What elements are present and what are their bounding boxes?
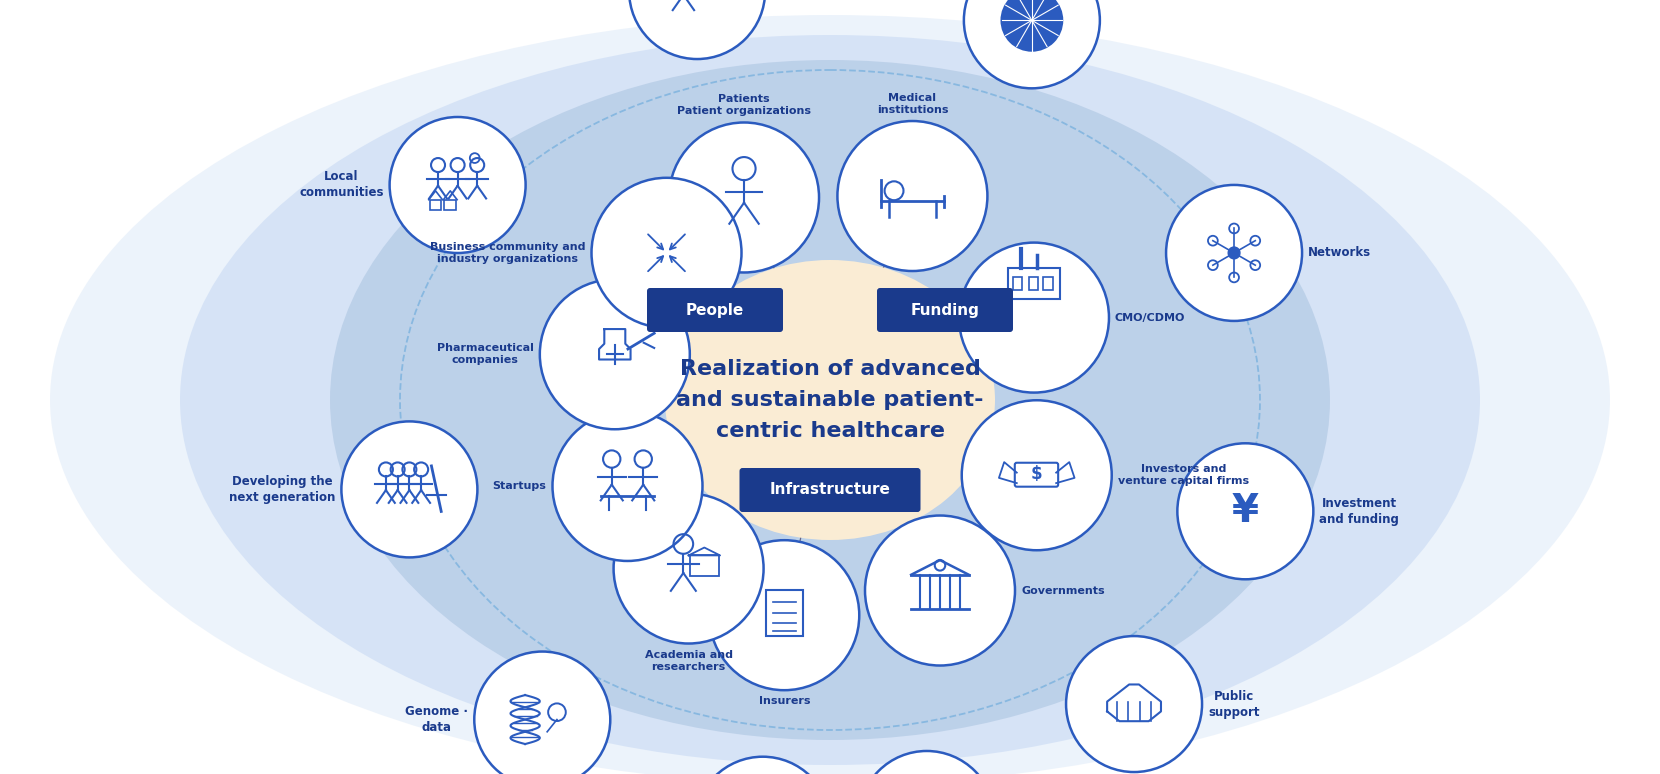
- Circle shape: [553, 411, 702, 561]
- FancyBboxPatch shape: [876, 288, 1013, 332]
- Text: Pharmaceutical
companies: Pharmaceutical companies: [437, 343, 535, 365]
- Circle shape: [1165, 185, 1301, 321]
- Text: Funding: Funding: [911, 303, 979, 317]
- Circle shape: [342, 421, 478, 557]
- Text: Investment
and funding: Investment and funding: [1320, 497, 1399, 526]
- Circle shape: [858, 751, 994, 774]
- Text: Investors and
venture capital firms: Investors and venture capital firms: [1117, 464, 1248, 486]
- Circle shape: [865, 515, 1014, 666]
- Circle shape: [696, 757, 830, 774]
- Text: Business community and
industry organizations: Business community and industry organiza…: [430, 241, 586, 264]
- Circle shape: [614, 494, 764, 643]
- Text: Startups: Startups: [493, 481, 546, 491]
- Text: Governments: Governments: [1021, 585, 1104, 595]
- Circle shape: [1066, 636, 1202, 772]
- Circle shape: [959, 242, 1109, 392]
- Circle shape: [540, 279, 691, 430]
- Circle shape: [629, 0, 765, 59]
- Ellipse shape: [330, 60, 1330, 740]
- Text: People: People: [686, 303, 744, 317]
- Text: Developing the
next generation: Developing the next generation: [229, 475, 335, 504]
- Circle shape: [961, 400, 1112, 550]
- Text: Patients
Patient organizations: Patients Patient organizations: [677, 94, 812, 117]
- Text: Genome ·
data: Genome · data: [405, 705, 468, 734]
- Circle shape: [669, 122, 818, 272]
- Circle shape: [837, 121, 988, 271]
- Text: Local
communities: Local communities: [299, 170, 383, 200]
- Text: Academia and
researchers: Academia and researchers: [644, 649, 732, 672]
- Text: Medical
institutions: Medical institutions: [876, 93, 948, 115]
- FancyBboxPatch shape: [739, 468, 921, 512]
- Ellipse shape: [666, 260, 994, 540]
- Text: Public
support: Public support: [1208, 690, 1260, 718]
- Text: Infrastructure: Infrastructure: [770, 482, 890, 498]
- Circle shape: [390, 117, 526, 253]
- Text: ¥: ¥: [1232, 492, 1258, 530]
- Circle shape: [709, 540, 860, 690]
- Circle shape: [1177, 444, 1313, 579]
- Text: CMO/CDMO: CMO/CDMO: [1116, 313, 1185, 323]
- Circle shape: [1228, 247, 1240, 259]
- Ellipse shape: [179, 35, 1481, 765]
- Text: Realization of advanced
and sustainable patient-
centric healthcare: Realization of advanced and sustainable …: [676, 359, 984, 441]
- Text: $: $: [1031, 465, 1042, 483]
- Circle shape: [591, 178, 742, 328]
- Ellipse shape: [50, 15, 1610, 774]
- Circle shape: [475, 652, 611, 774]
- Circle shape: [964, 0, 1101, 88]
- FancyBboxPatch shape: [647, 288, 784, 332]
- Text: Insurers: Insurers: [759, 696, 810, 706]
- Text: Networks: Networks: [1308, 246, 1371, 259]
- Circle shape: [1001, 0, 1062, 50]
